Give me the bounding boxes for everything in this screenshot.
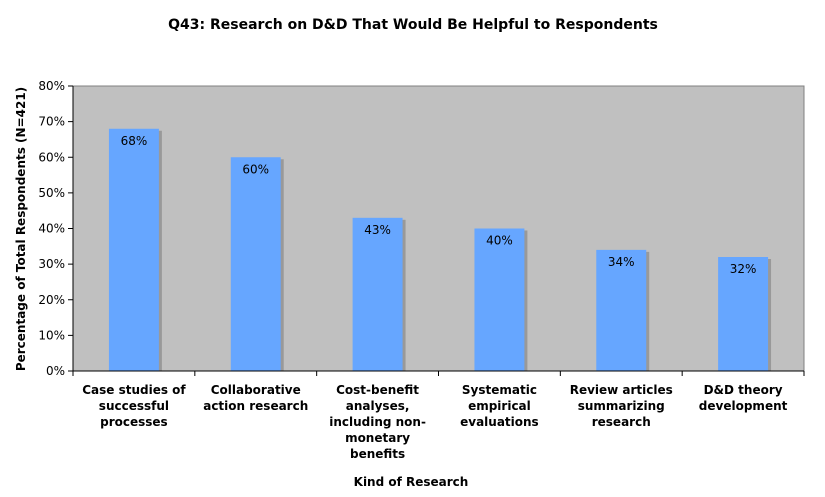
y-tick-label: 70%	[38, 115, 65, 129]
y-axis-label: Percentage of Total Respondents (N=421)	[14, 87, 28, 371]
x-axis-label: Kind of Research	[354, 475, 469, 489]
category-label-line: processes	[100, 415, 168, 429]
category-label: Cost-benefit analyses, including non-monet…	[329, 383, 426, 461]
data-label: 40%	[486, 234, 513, 248]
bar	[108, 128, 159, 371]
category-label: Systematic empirical evaluations	[460, 383, 539, 429]
category-label-line: development	[699, 399, 788, 413]
y-tick-label: 30%	[38, 257, 65, 271]
y-tick-label: 60%	[38, 150, 65, 164]
bar	[230, 157, 281, 371]
category-label-line: successful	[99, 399, 169, 413]
bars-group: 68% 60% 43% 40% 34% 32%	[108, 128, 772, 371]
data-label: 34%	[608, 255, 635, 269]
data-label: 68%	[121, 134, 148, 148]
category-label-line: research	[592, 415, 651, 429]
category-label-line: Systematic	[462, 383, 537, 397]
data-label: 60%	[242, 162, 269, 176]
category-label: Collaborative action research	[203, 383, 308, 413]
plot-area	[72, 85, 805, 372]
category-label-line: D&D theory	[704, 383, 783, 397]
category-label: D&D theory development	[699, 383, 788, 413]
category-label-line: Review articles	[570, 383, 673, 397]
category-label: Review articles summarizing research	[570, 383, 673, 429]
y-tick-label: 80%	[38, 79, 65, 93]
category-label-line: summarizing	[578, 399, 665, 413]
category-label-line: evaluations	[460, 415, 539, 429]
category-label-line: including non-	[329, 415, 426, 429]
y-tick-label: 40%	[38, 222, 65, 236]
bar	[352, 217, 403, 371]
category-label-line: action research	[203, 399, 308, 413]
category-label-line: Collaborative	[211, 383, 301, 397]
y-tick-label: 20%	[38, 293, 65, 307]
category-label-line: empirical	[468, 399, 531, 413]
category-label-line: Case studies of	[82, 383, 186, 397]
y-tick-label: 0%	[46, 364, 65, 378]
bar	[596, 249, 647, 371]
y-axis: 0% 10% 20% 30% 40% 50% 60% 70% 80%	[38, 79, 73, 378]
category-label-line: monetary	[345, 431, 410, 445]
category-label: Case studies of successful processes	[82, 383, 186, 429]
bar	[474, 228, 525, 371]
x-axis: Case studies of successful processes Collab…	[72, 371, 805, 461]
chart-title: Q43: Research on D&D That Would Be Helpf…	[168, 17, 658, 33]
category-label-line: Cost-benefit	[336, 383, 419, 397]
y-tick-label: 10%	[38, 328, 65, 342]
bar	[718, 257, 769, 371]
category-label-line: benefits	[350, 447, 405, 461]
category-label-line: analyses,	[346, 399, 410, 413]
data-label: 32%	[730, 262, 757, 276]
y-tick-label: 50%	[38, 186, 65, 200]
data-label: 43%	[364, 223, 391, 237]
